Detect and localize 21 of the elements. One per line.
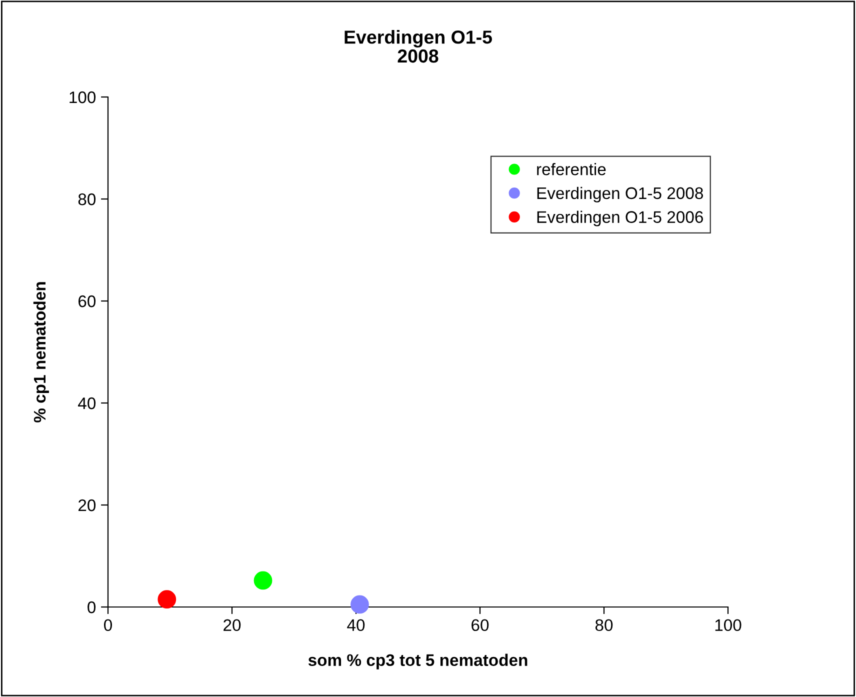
x-tick-label: 20 bbox=[224, 619, 241, 632]
y-tick-label: 0 bbox=[88, 601, 96, 614]
point bbox=[158, 590, 176, 609]
x-tick-label: 40 bbox=[347, 619, 365, 632]
y-tick-label: 40 bbox=[78, 397, 96, 410]
chart-title: Everdingen O1-5 2008 bbox=[344, 30, 492, 63]
y-tick-label: 100 bbox=[70, 91, 96, 104]
x-axis-title: som % cp3 tot 5 nematoden bbox=[308, 654, 528, 670]
y-axis-title: % cp1 nematoden bbox=[33, 282, 49, 422]
x-tick-label: 60 bbox=[472, 619, 489, 632]
x-tick-label: 0 bbox=[104, 619, 112, 632]
y-tick-label: 20 bbox=[78, 499, 96, 512]
y-tick-label: 80 bbox=[78, 193, 96, 206]
x-tick-label: 100 bbox=[715, 619, 742, 632]
legend-label: Everdingen O1-5 2008 bbox=[537, 186, 703, 202]
y-tick-label: 60 bbox=[78, 295, 96, 308]
point bbox=[350, 595, 369, 614]
legend-label: Everdingen O1-5 2006 bbox=[537, 210, 703, 226]
point bbox=[254, 571, 272, 590]
legend-label: referentie bbox=[537, 163, 606, 176]
x-tick-label: 80 bbox=[595, 619, 613, 632]
